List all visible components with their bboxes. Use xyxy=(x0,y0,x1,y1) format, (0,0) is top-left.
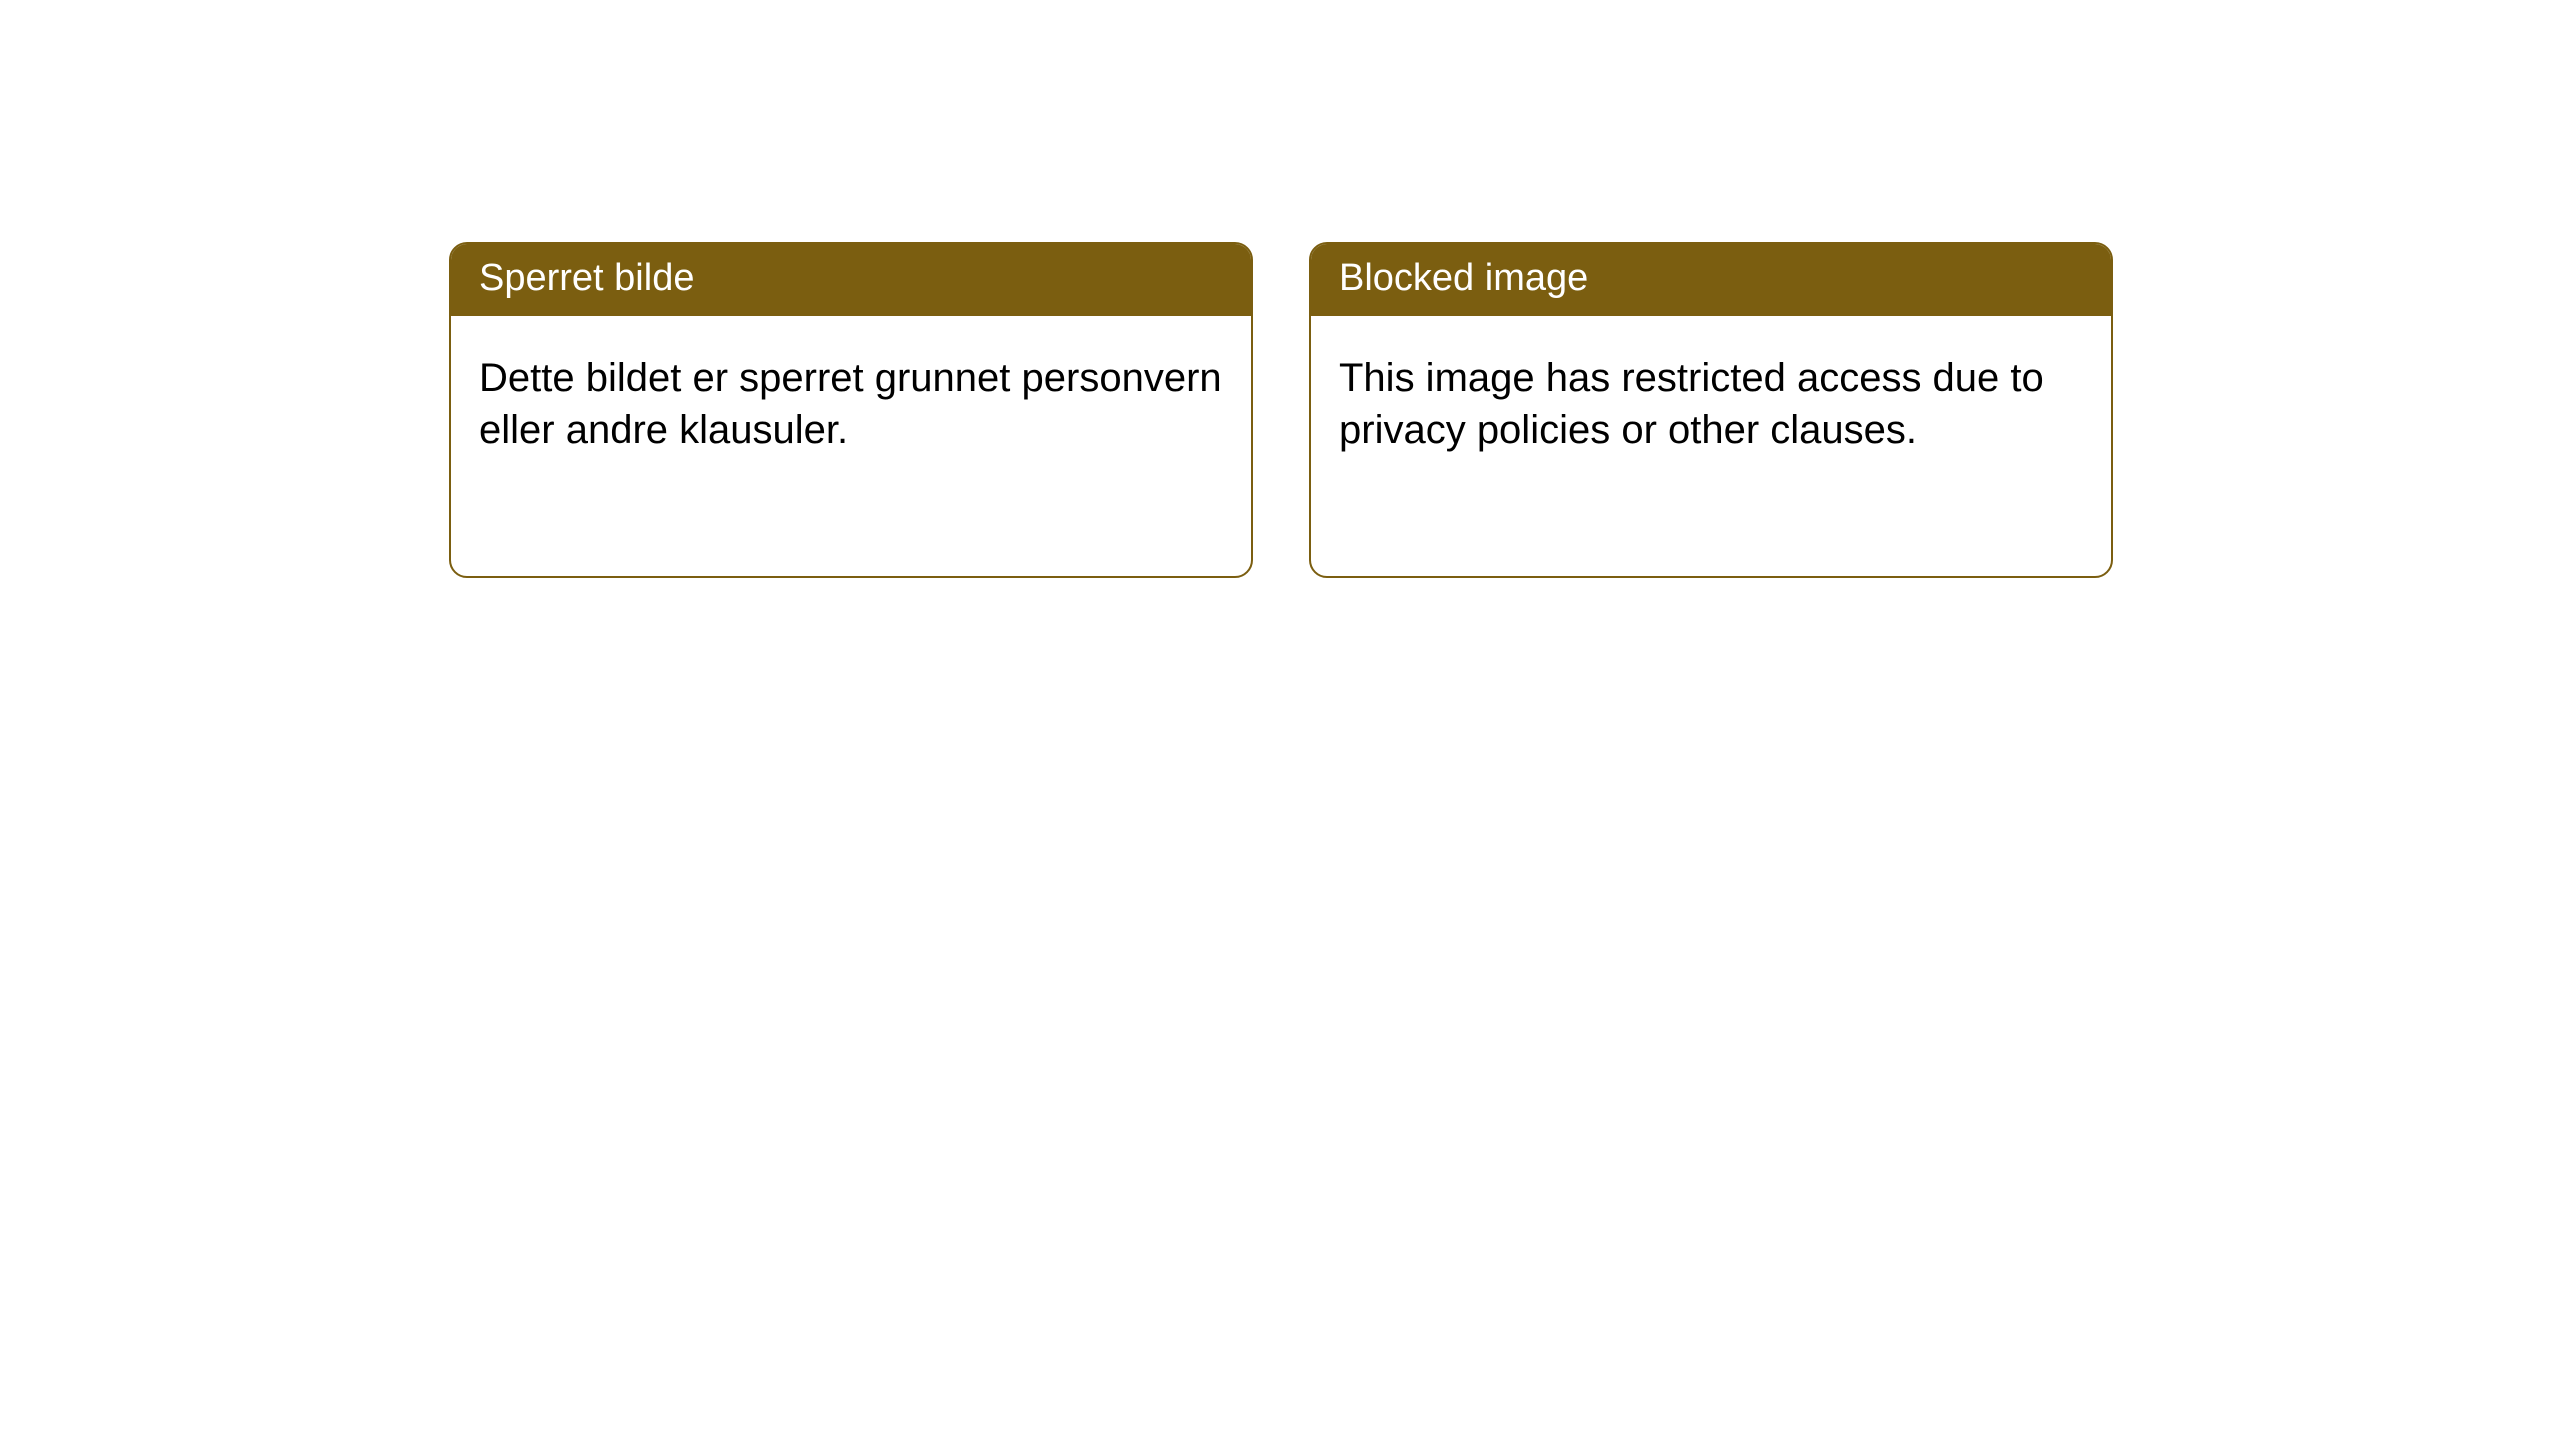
notice-card-norwegian: Sperret bilde Dette bildet er sperret gr… xyxy=(449,242,1253,578)
card-body: Dette bildet er sperret grunnet personve… xyxy=(451,316,1251,486)
notice-cards-container: Sperret bilde Dette bildet er sperret gr… xyxy=(449,242,2113,578)
card-message: Dette bildet er sperret grunnet personve… xyxy=(479,356,1222,453)
card-title: Sperret bilde xyxy=(479,257,694,299)
card-body: This image has restricted access due to … xyxy=(1311,316,2111,486)
notice-card-english: Blocked image This image has restricted … xyxy=(1309,242,2113,578)
card-header: Blocked image xyxy=(1311,244,2111,316)
card-message: This image has restricted access due to … xyxy=(1339,356,2044,453)
card-title: Blocked image xyxy=(1339,257,1588,299)
card-header: Sperret bilde xyxy=(451,244,1251,316)
